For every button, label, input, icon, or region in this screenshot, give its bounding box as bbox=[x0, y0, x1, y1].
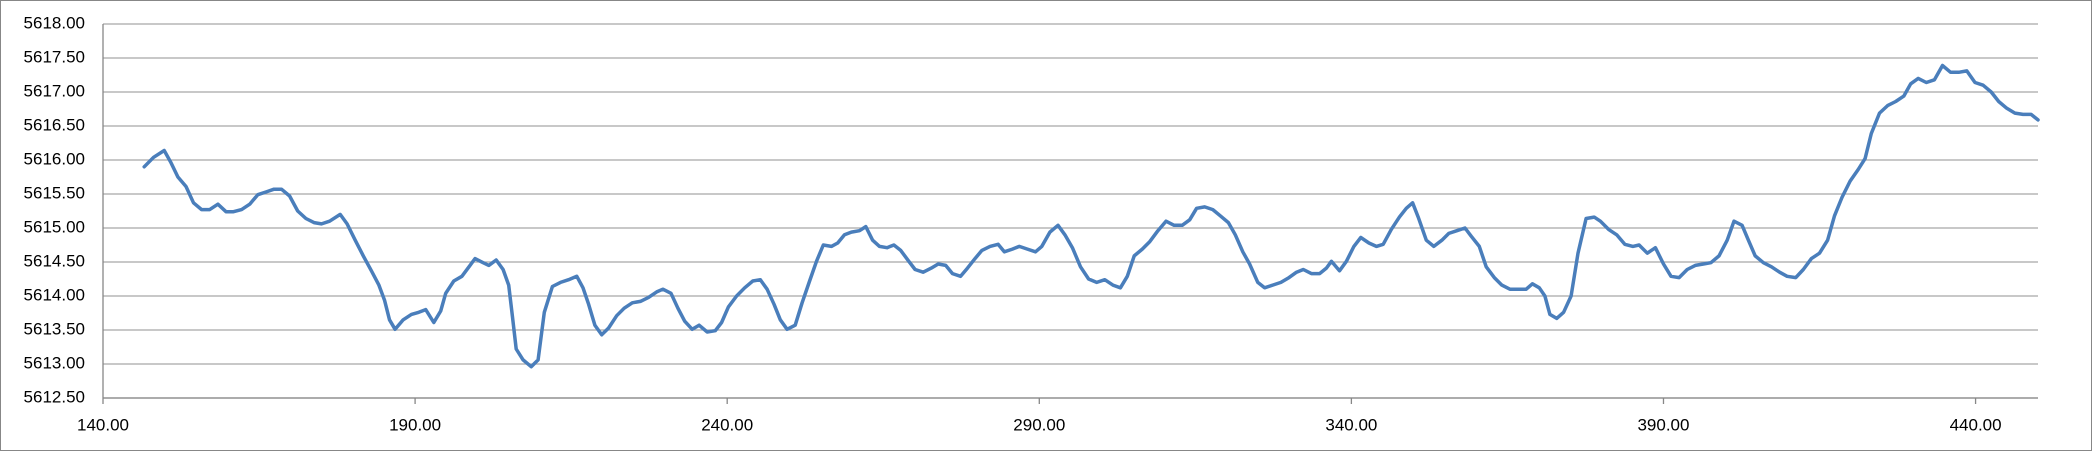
x-tick-label: 190.00 bbox=[389, 415, 441, 434]
x-tick-label: 390.00 bbox=[1637, 415, 1689, 434]
y-tick-label: 5613.00 bbox=[24, 353, 85, 372]
x-tick-label: 240.00 bbox=[701, 415, 753, 434]
y-tick-label: 5613.50 bbox=[24, 319, 85, 338]
y-tick-label: 5617.50 bbox=[24, 47, 85, 66]
y-tick-label: 5615.50 bbox=[24, 183, 85, 202]
x-tick-label: 290.00 bbox=[1013, 415, 1065, 434]
x-tick-label: 340.00 bbox=[1325, 415, 1377, 434]
y-tick-label: 5612.50 bbox=[24, 387, 85, 406]
y-tick-label: 5615.00 bbox=[24, 217, 85, 236]
data-line bbox=[142, 63, 2040, 369]
y-tick-label: 5614.00 bbox=[24, 285, 85, 304]
x-tick-label: 140.00 bbox=[77, 415, 129, 434]
y-tick-label: 5618.00 bbox=[24, 13, 85, 32]
y-tick-label: 5616.00 bbox=[24, 149, 85, 168]
x-tick-label: 440.00 bbox=[1950, 415, 2002, 434]
y-tick-label: 5614.50 bbox=[24, 251, 85, 270]
y-tick-label: 5617.00 bbox=[24, 81, 85, 100]
y-tick-label: 5616.50 bbox=[24, 115, 85, 134]
